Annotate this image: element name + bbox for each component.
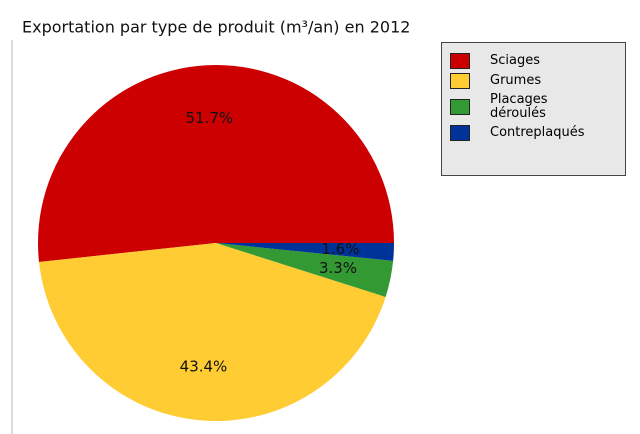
pie-slice xyxy=(216,243,394,297)
legend-swatch xyxy=(450,125,470,141)
legend-swatch xyxy=(450,53,470,69)
data-label: 43.4% xyxy=(180,357,228,375)
legend: Sciages Grumes Placages déroulés Contreplaq… xyxy=(441,42,626,176)
legend-swatch xyxy=(450,73,470,89)
legend-item: Placages déroulés xyxy=(450,93,617,121)
legend-item: Grumes xyxy=(450,73,617,89)
data-label: 1.6% xyxy=(321,240,359,258)
legend-item: Sciages xyxy=(450,53,617,69)
pie-slice xyxy=(38,64,395,262)
chart-title: Exportation par type de produit (m³/an) … xyxy=(22,18,410,37)
pie-slice xyxy=(39,243,386,421)
data-label: 51.7% xyxy=(186,109,234,127)
legend-item: Contreplaqués xyxy=(450,125,617,141)
legend-label: Contreplaqués xyxy=(490,125,585,140)
data-label: 3.3% xyxy=(319,259,357,277)
legend-label: Sciages xyxy=(490,53,541,68)
legend-swatch xyxy=(450,99,470,115)
legend-label: Placages déroulés xyxy=(490,92,548,121)
pie-slice xyxy=(216,243,394,261)
legend-label: Grumes xyxy=(490,73,542,88)
